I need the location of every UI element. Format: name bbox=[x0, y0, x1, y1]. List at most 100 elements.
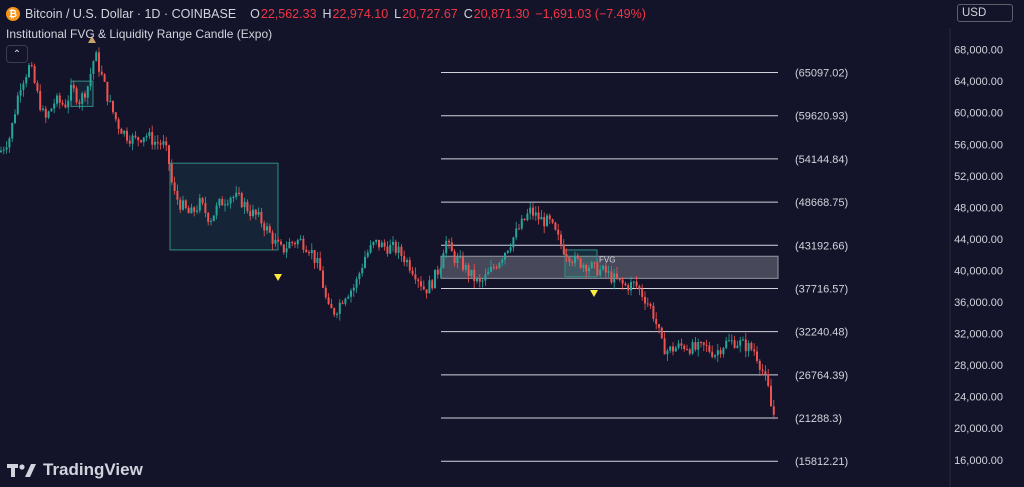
candle-body bbox=[198, 198, 201, 211]
candle-body bbox=[224, 204, 226, 206]
candle-body bbox=[58, 95, 61, 103]
candle-body bbox=[305, 249, 308, 253]
candle-body bbox=[450, 242, 453, 252]
candle-body bbox=[47, 111, 50, 118]
candle-body bbox=[756, 351, 758, 361]
ohlc-high-label: H bbox=[322, 7, 332, 21]
candle-body bbox=[736, 345, 739, 348]
candle-body bbox=[484, 274, 487, 281]
candle-body bbox=[128, 140, 131, 144]
candle-body bbox=[557, 229, 560, 235]
candle-body bbox=[109, 100, 112, 102]
indicator-title[interactable]: Institutional FVG & Liquidity Range Cand… bbox=[6, 27, 273, 41]
candle-body bbox=[226, 203, 229, 205]
ohlc-open-label: O bbox=[250, 7, 260, 21]
candle-body bbox=[114, 112, 117, 120]
candle-body bbox=[406, 260, 408, 263]
candle-body bbox=[190, 207, 193, 214]
candle-body bbox=[2, 149, 5, 151]
range-level-label: (32240.48) bbox=[795, 327, 848, 339]
candle-body bbox=[518, 228, 520, 230]
candle-body bbox=[632, 281, 635, 283]
candle-body bbox=[361, 267, 364, 274]
candle-body bbox=[770, 385, 772, 407]
candle-body bbox=[70, 85, 72, 101]
candle-body bbox=[112, 100, 114, 113]
candle-body bbox=[722, 348, 725, 355]
candle-body bbox=[649, 304, 652, 306]
candle-body bbox=[170, 163, 173, 183]
candle-body bbox=[218, 198, 221, 206]
price-axis-tick: 52,000.00 bbox=[954, 171, 1003, 183]
ohlc-low-label: L bbox=[394, 7, 402, 21]
price-axis-tick: 32,000.00 bbox=[954, 329, 1003, 341]
symbol-header: ₿ Bitcoin / U.S. Dollar · 1D · COINBASE … bbox=[6, 6, 646, 22]
candle-body bbox=[299, 238, 302, 241]
candle-body bbox=[333, 308, 336, 315]
candle-body bbox=[375, 239, 378, 242]
candle-body bbox=[140, 140, 142, 143]
candle-body bbox=[644, 296, 646, 304]
candle-body bbox=[260, 211, 263, 224]
candle-body bbox=[302, 238, 305, 250]
candle-body bbox=[355, 279, 358, 288]
candle-body bbox=[30, 65, 33, 67]
candle-body bbox=[747, 343, 750, 352]
candle-body bbox=[758, 360, 761, 370]
candle-body bbox=[711, 351, 714, 357]
candle-body bbox=[308, 252, 310, 254]
candle-body bbox=[772, 406, 775, 415]
candle-body bbox=[324, 287, 327, 298]
candle-body bbox=[134, 135, 137, 138]
candle-body bbox=[336, 313, 338, 315]
candle-body bbox=[123, 130, 126, 134]
candle-body bbox=[25, 77, 28, 84]
candle-body bbox=[386, 246, 389, 254]
tradingview-logo: TradingView bbox=[7, 460, 143, 480]
price-axis-tick: 28,000.00 bbox=[954, 360, 1003, 372]
candle-body bbox=[422, 286, 425, 290]
candle-body bbox=[196, 210, 198, 212]
candle-body bbox=[193, 207, 196, 212]
candle-body bbox=[252, 209, 254, 217]
collapse-legend-button[interactable]: ⌃ bbox=[6, 45, 28, 63]
ohlc-low-value: 20,727.67 bbox=[402, 7, 458, 21]
candle-body bbox=[697, 342, 700, 350]
candle-body bbox=[316, 258, 319, 263]
chevron-up-icon: ⌃ bbox=[12, 48, 22, 60]
symbol-title[interactable]: Bitcoin / U.S. Dollar · 1D · COINBASE bbox=[25, 7, 237, 21]
candle-body bbox=[492, 266, 495, 268]
price-axis-tick: 60,000.00 bbox=[954, 108, 1003, 120]
candle-body bbox=[456, 257, 459, 263]
candle-body bbox=[201, 198, 204, 204]
candle-body bbox=[271, 232, 274, 244]
candle-body bbox=[100, 71, 103, 75]
candle-body bbox=[53, 103, 56, 109]
candle-body bbox=[257, 211, 260, 215]
candle-body bbox=[453, 251, 456, 263]
candle-body bbox=[546, 215, 548, 227]
bitcoin-icon: ₿ bbox=[6, 7, 20, 21]
candle-body bbox=[8, 138, 11, 148]
candle-body bbox=[95, 52, 98, 62]
candle-body bbox=[602, 265, 604, 270]
candle-body bbox=[596, 262, 599, 276]
candle-body bbox=[61, 102, 64, 105]
candle-body bbox=[562, 244, 565, 255]
candle-body bbox=[658, 324, 660, 328]
candle-body bbox=[582, 265, 585, 268]
candle-body bbox=[98, 52, 100, 72]
price-axis-tick: 44,000.00 bbox=[954, 234, 1003, 246]
candle-body bbox=[0, 150, 2, 153]
price-axis-tick: 56,000.00 bbox=[954, 139, 1003, 151]
price-axis-tick: 20,000.00 bbox=[954, 423, 1003, 435]
candle-body bbox=[476, 278, 478, 282]
candle-body bbox=[431, 280, 434, 289]
candle-body bbox=[585, 265, 588, 272]
candle-body bbox=[548, 215, 551, 220]
currency-selector[interactable]: USD bbox=[957, 4, 1013, 22]
candle-body bbox=[750, 343, 753, 350]
candle-body bbox=[730, 340, 733, 342]
candle-body bbox=[148, 132, 151, 137]
